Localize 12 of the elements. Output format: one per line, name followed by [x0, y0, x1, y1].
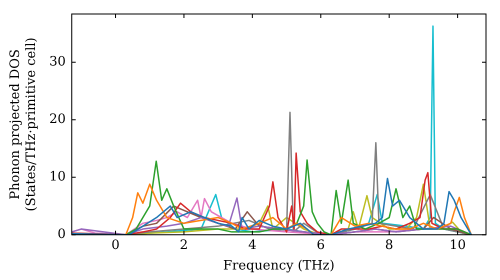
y-tick-label: 30 — [49, 54, 66, 70]
x-tick-label: 4 — [248, 238, 256, 253]
x-tick-label: 0 — [111, 238, 120, 253]
x-tick-label: 8 — [385, 238, 394, 253]
y-tick-label: 10 — [49, 170, 66, 185]
x-tick-label: 6 — [316, 238, 325, 253]
x-axis-title: Frequency (THz) — [223, 258, 335, 274]
x-tick-label: 10 — [449, 238, 466, 253]
y-tick-label: 20 — [49, 112, 66, 128]
y-axis-title: Phonon projected DOS (States/THz·primitive cell) — [8, 37, 39, 212]
y-tick-label: 0 — [57, 227, 66, 242]
x-tick-label: 2 — [180, 238, 188, 253]
